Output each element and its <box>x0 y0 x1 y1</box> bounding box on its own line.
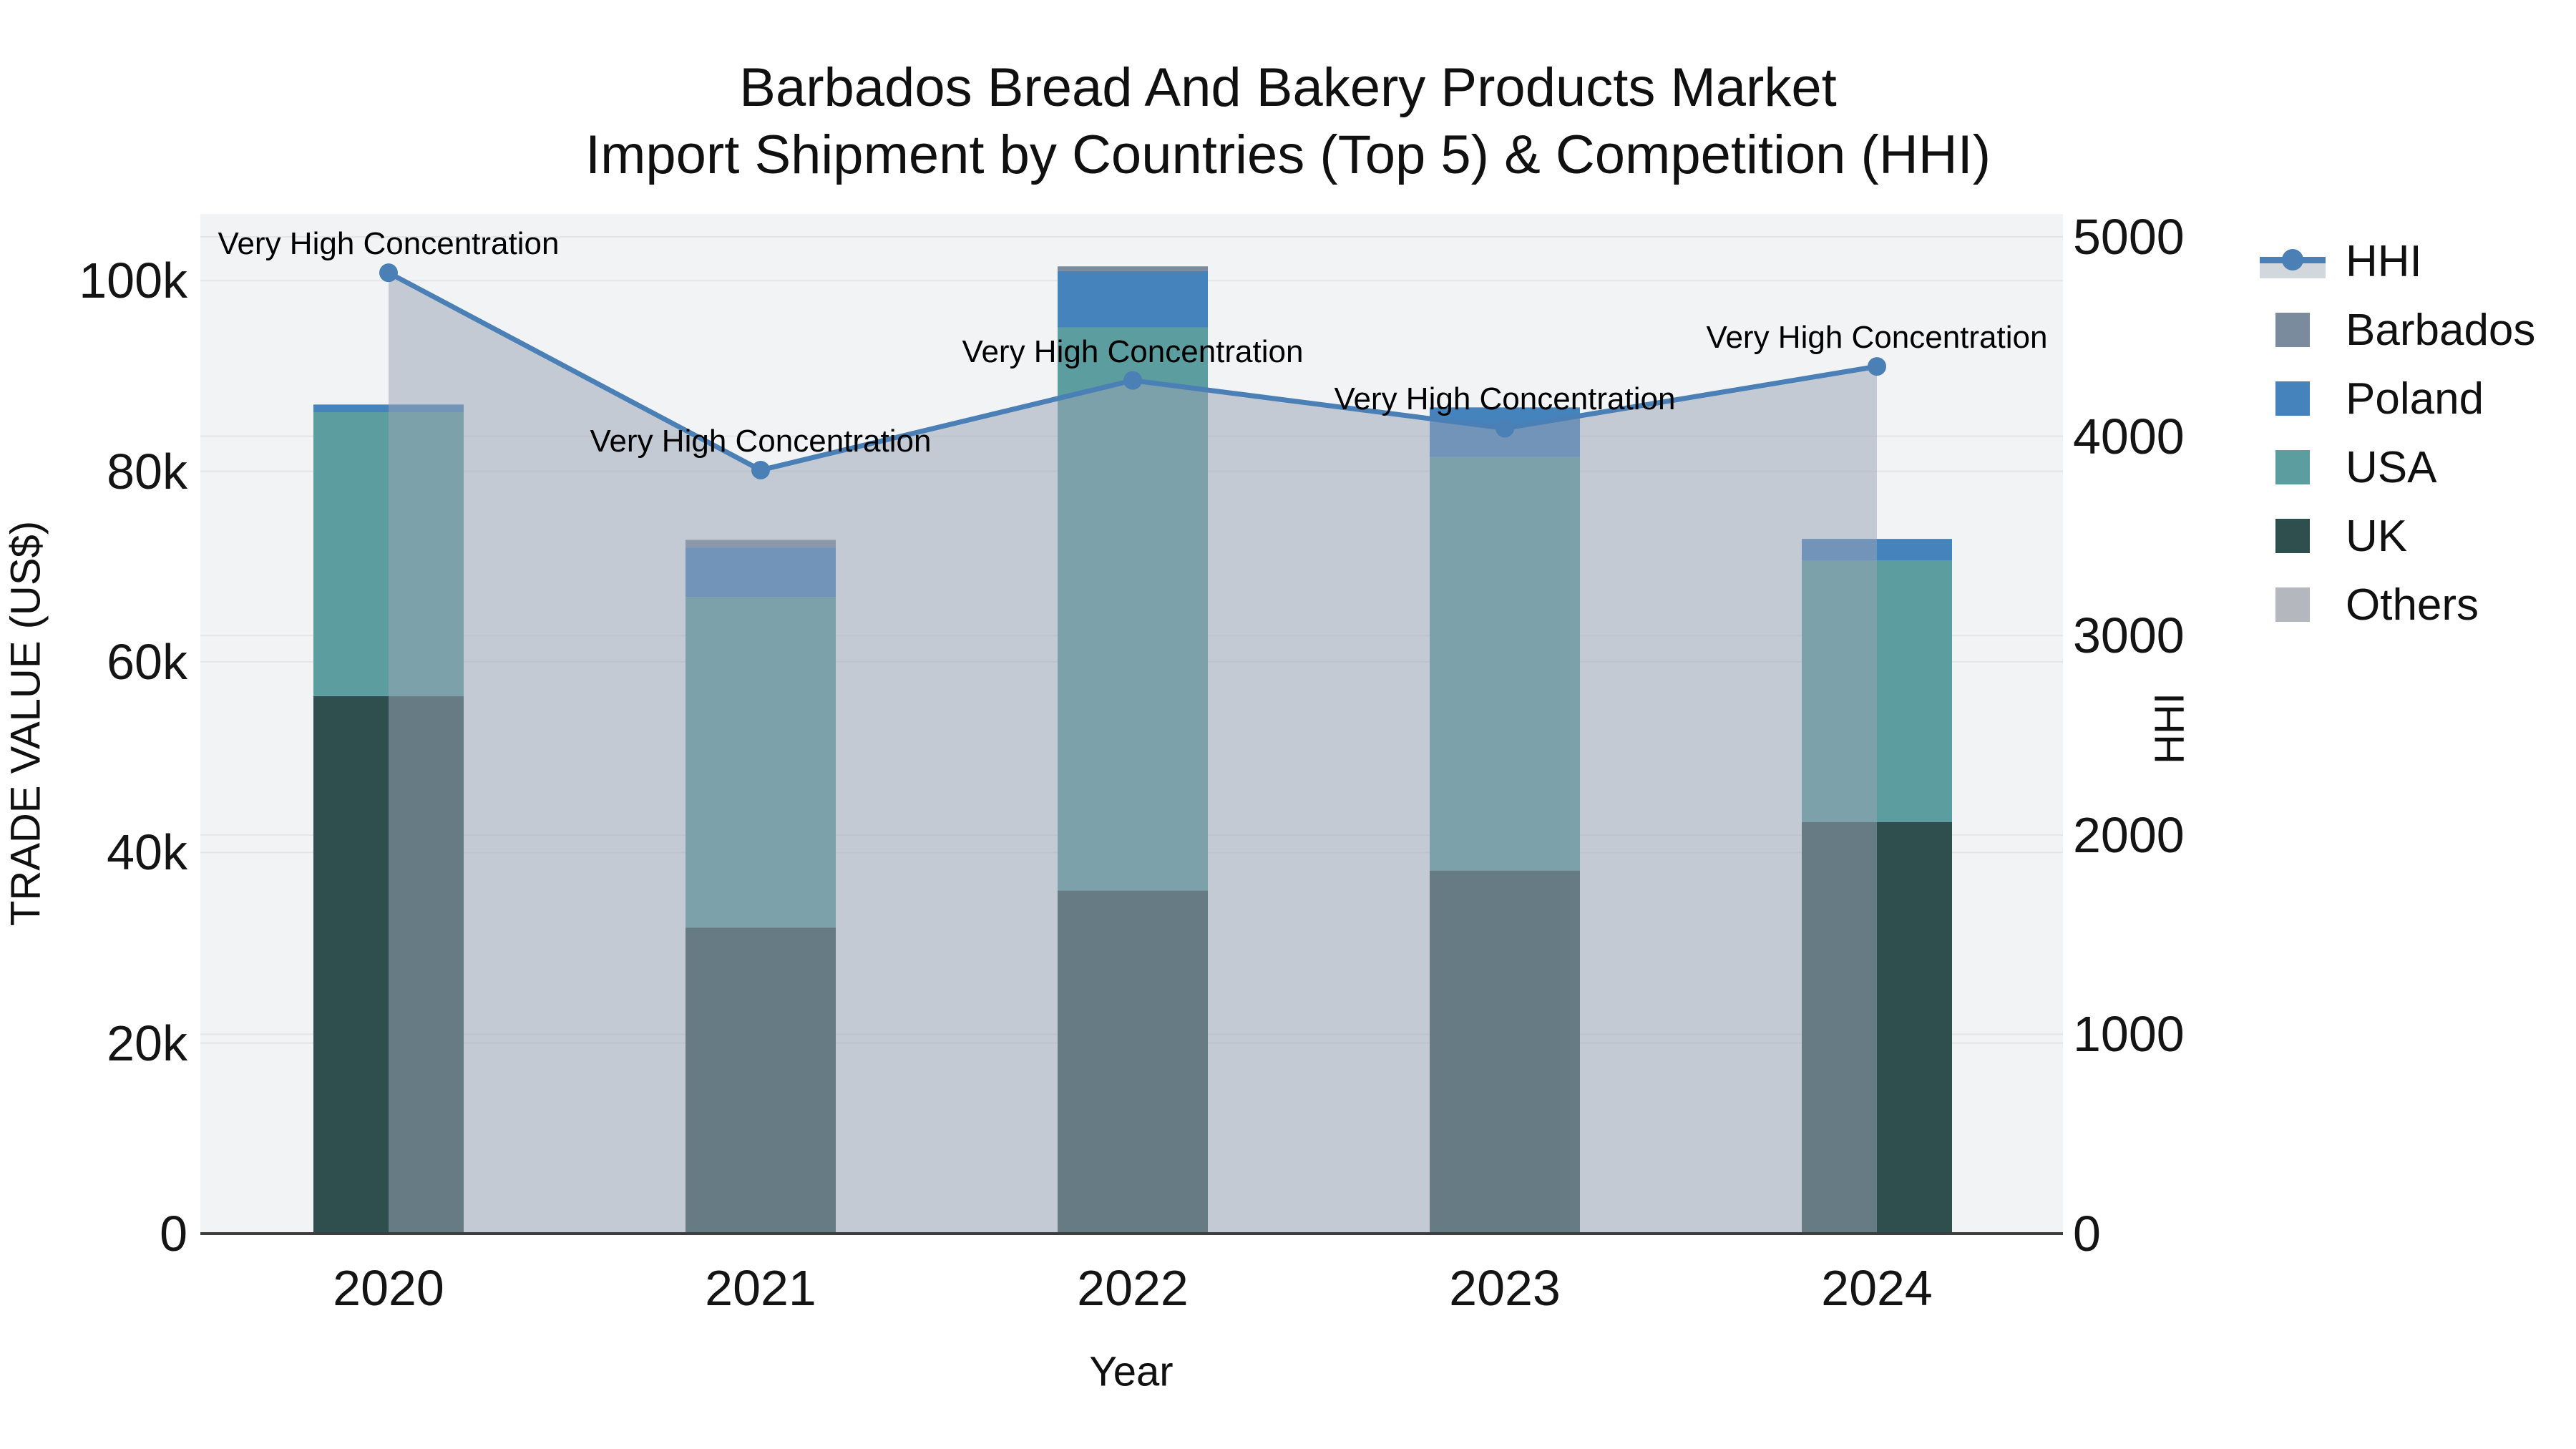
legend-label-uk: UK <box>2346 511 2408 561</box>
poland-swatch-icon <box>2260 377 2326 420</box>
y-tick-left-0: 0 <box>160 1206 187 1262</box>
hhi-marker-2020[interactable] <box>379 263 398 283</box>
y-tick-right-0: 0 <box>2073 1206 2101 1262</box>
x-tick-2022: 2022 <box>1077 1260 1189 1316</box>
chart-title-line2: Import Shipment by Countries (Top 5) & C… <box>585 125 1991 185</box>
x-tick-2024: 2024 <box>1821 1260 1933 1316</box>
y-tick-left-20k: 20k <box>107 1015 187 1071</box>
y-tick-right-1000: 1000 <box>2073 1006 2185 1063</box>
y-tick-left-60k: 60k <box>107 633 187 690</box>
x-tick-2023: 2023 <box>1449 1260 1561 1316</box>
chart-title: Barbados Bread And Bakery Products Marke… <box>0 54 2576 189</box>
legend-item-barbados[interactable]: Barbados <box>2260 296 2535 364</box>
legend-label-others: Others <box>2346 580 2479 630</box>
hhi-marker-2021[interactable] <box>751 460 770 479</box>
y-tick-right-2000: 2000 <box>2073 806 2185 863</box>
others-swatch-icon <box>2260 583 2326 626</box>
chart-title-line1: Barbados Bread And Bakery Products Marke… <box>739 57 1837 118</box>
legend-label-usa: USA <box>2346 442 2437 492</box>
legend-item-hhi[interactable]: HHI <box>2260 227 2422 296</box>
annotation-2023: Very High Concentration <box>1334 381 1676 417</box>
legend-item-poland[interactable]: Poland <box>2260 364 2484 433</box>
x-tick-2021: 2021 <box>705 1260 816 1316</box>
uk-swatch-icon <box>2260 514 2326 557</box>
y-tick-right-3000: 3000 <box>2073 608 2185 664</box>
annotation-2021: Very High Concentration <box>590 423 932 459</box>
y-tick-left-100k: 100k <box>79 253 187 309</box>
y-tick-right-4000: 4000 <box>2073 408 2185 464</box>
barbados-swatch-icon <box>2260 308 2326 351</box>
legend-item-uk[interactable]: UK <box>2260 502 2407 570</box>
hhi-marker-2023[interactable] <box>1496 419 1514 438</box>
bar-poland-2022[interactable] <box>1058 270 1208 328</box>
legend-label-hhi: HHI <box>2346 236 2422 286</box>
annotation-2022: Very High Concentration <box>962 333 1304 369</box>
annotation-2020: Very High Concentration <box>218 226 560 262</box>
y-tick-left-80k: 80k <box>107 443 187 499</box>
annotation-2024: Very High Concentration <box>1706 320 2048 356</box>
legend-item-others[interactable]: Others <box>2260 570 2479 639</box>
y-tick-left-40k: 40k <box>107 824 187 881</box>
hhi-line-icon <box>2260 240 2326 283</box>
hhi-area <box>389 273 1877 1234</box>
y-tick-right-5000: 5000 <box>2073 209 2185 265</box>
hhi-marker-2024[interactable] <box>1868 357 1886 376</box>
y-axis-title-right: HHI <box>2146 693 2193 764</box>
hhi-marker-2022[interactable] <box>1123 371 1142 390</box>
legend-label-barbados: Barbados <box>2346 305 2536 355</box>
y-axis-title-left: TRADE VALUE (US$) <box>2 520 49 927</box>
legend-item-usa[interactable]: USA <box>2260 433 2436 502</box>
x-axis-title: Year <box>1089 1348 1174 1395</box>
legend-label-poland: Poland <box>2346 374 2484 424</box>
bar-barbados-2022[interactable] <box>1058 266 1208 271</box>
x-tick-2020: 2020 <box>333 1260 444 1316</box>
usa-swatch-icon <box>2260 446 2326 489</box>
